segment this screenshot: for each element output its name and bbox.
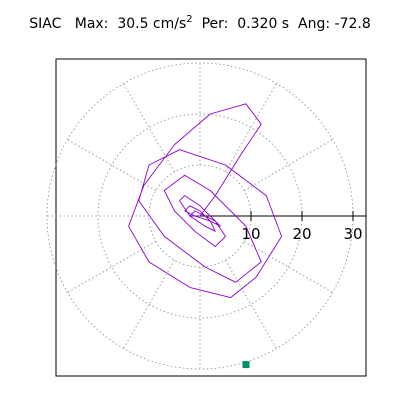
angle-label: Ang:: [298, 16, 331, 32]
grid-spoke-330: [243, 241, 333, 293]
plot-frame: [55, 58, 367, 377]
marker-group: [242, 361, 250, 369]
max-label: Max:: [74, 16, 109, 32]
trace-group: [128, 103, 283, 299]
plot-title: SIAC Max: 30.5 cm/s2 Per: 0.320 s Ang: -…: [0, 14, 400, 33]
station-code: SIAC: [29, 16, 62, 32]
grid-spoke-150: [67, 139, 157, 191]
period-value: 0.320 s: [237, 16, 290, 32]
period-label: Per:: [201, 16, 229, 32]
radial-tick-label-20: 20: [292, 225, 311, 243]
grid-spoke-240: [123, 259, 175, 349]
grid-spoke-30: [243, 139, 333, 191]
grid-spoke-300: [225, 259, 277, 349]
max-value: 30.5 cm/s: [117, 16, 187, 32]
grid-spoke-120: [123, 83, 175, 173]
radial-tick-label-30: 30: [343, 225, 362, 243]
radial-ticks: 10 20 30: [241, 211, 363, 243]
max-amplitude-marker: [242, 361, 250, 369]
particle-motion-trace: [128, 103, 283, 299]
radial-tick-label-10: 10: [241, 225, 260, 243]
grid-spoke-60: [225, 83, 277, 173]
grid-spoke-210: [67, 241, 157, 293]
angle-value: -72.8: [334, 16, 371, 32]
max-unit-exponent: 2: [186, 14, 193, 25]
